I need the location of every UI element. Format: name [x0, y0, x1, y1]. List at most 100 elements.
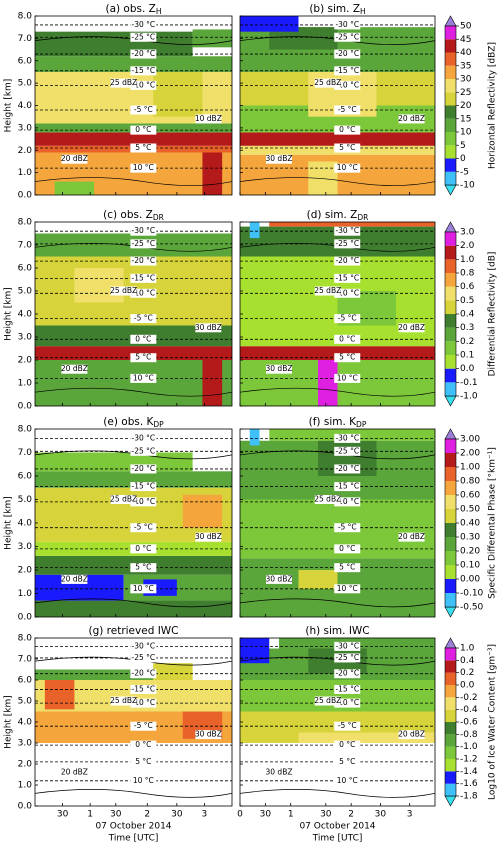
colorbar-tick-label: 3.0: [460, 228, 475, 238]
contour-label-bg: [110, 495, 137, 504]
contour-label: -10 °C: [132, 288, 156, 297]
panel-title: (g) retrieved IWC: [88, 625, 178, 637]
contour-label: -10 °C: [335, 288, 359, 297]
panel-title: (b) sim. ZH: [309, 3, 365, 16]
contour-label-bg: [266, 767, 292, 777]
contour-line: [34, 598, 233, 608]
contour-label-bg: [130, 641, 157, 651]
colorbar-tick-label: 30: [460, 75, 472, 85]
contour-label: -5 °C: [134, 523, 153, 532]
panel: -30 °C -25 °C -20 °C -15 °C -10 °C -5 °C 0 °C 5…: [34, 20, 233, 195]
contour-label: 20 dBZ: [61, 154, 88, 163]
panel-title-subscript: DR: [153, 213, 164, 222]
contour-label: 10 °C: [133, 776, 154, 785]
contour-label-bg: [130, 80, 157, 90]
colorbar-segment: [445, 39, 456, 53]
colorbar-tick-label: 35: [460, 61, 471, 71]
contour-label-bg: [61, 767, 88, 777]
colorbar-tick-label: -1.8: [460, 792, 478, 802]
contour-label-bg: [266, 574, 292, 584]
contour-label: 5 °C: [339, 143, 355, 152]
y-tick-label: 3.0: [18, 542, 33, 552]
contour-label: 5 °C: [339, 757, 355, 766]
contour-label-bg: [314, 495, 341, 504]
x-tick-label: 30: [375, 810, 387, 820]
field-region: [240, 132, 435, 146]
contour-label: 5 °C: [135, 757, 151, 766]
contour-label-bg: [130, 239, 157, 249]
panel-title: (f) sim. KDP: [309, 416, 367, 429]
colorbar-tick-label: 15: [460, 114, 471, 124]
panel-title-text: (c) obs. Z: [103, 209, 153, 221]
contour-label: -10 °C: [132, 698, 156, 707]
contour-label-bg: [130, 740, 157, 750]
y-tick-label: 1.0: [18, 168, 33, 178]
colorbar-segment: [445, 382, 456, 396]
contour-label: 20 dBZ: [398, 532, 425, 541]
contour-label-bg: [130, 446, 157, 456]
y-tick-label: 2.0: [18, 760, 33, 770]
contour-label: -10 °C: [335, 497, 359, 506]
contour-label-bg: [334, 497, 361, 507]
colorbar-segment: [445, 495, 456, 509]
contour-label: -30 °C: [132, 226, 156, 235]
contour-label: -20 °C: [335, 49, 359, 58]
panel-title-text: (b) sim. Z: [309, 3, 360, 15]
field-region: [74, 268, 124, 303]
y-tick-label: 7.0: [18, 34, 33, 44]
contour-label: -10 °C: [132, 80, 156, 89]
contour-label-bg: [130, 563, 157, 573]
colorbar-tick-label: 1.00: [460, 463, 480, 473]
contour-label-bg: [334, 446, 361, 456]
colorbar-segment: [445, 537, 456, 551]
x-tick-label: 30: [171, 810, 183, 820]
contour-label: -15 °C: [132, 482, 156, 491]
colorbar-segment: [445, 300, 456, 314]
contour-label: 20 dBZ: [61, 364, 88, 373]
colorbar-tick-label: -1.6: [460, 779, 478, 789]
contour-label: 20 dBZ: [398, 114, 425, 123]
contour-label: 20 dBZ: [61, 574, 88, 583]
colorbar-tick-label: 0.10: [460, 561, 480, 571]
y-tick-label: 8.0: [18, 12, 33, 22]
colorbar-tick-label: -5: [460, 167, 469, 177]
contour-label-bg: [130, 256, 157, 266]
colorbar-tick-label: 0.0: [460, 681, 475, 691]
contour-label-bg: [334, 239, 361, 249]
colorbar-segment: [445, 593, 456, 607]
contour-label-bg: [130, 523, 157, 533]
contour-label-bg: [130, 20, 157, 30]
contour-label: -5 °C: [134, 105, 153, 114]
panel-title: (a) obs. ZH: [105, 3, 161, 16]
colorbar-segment: [445, 509, 456, 523]
y-tick-label: 0.0: [18, 613, 33, 623]
contour-label: 10 °C: [133, 584, 154, 593]
colorbar-segment: [445, 579, 456, 593]
contour-label: 10 dBZ: [195, 114, 222, 123]
colorbar-segment: [445, 158, 456, 172]
x-axis-date: 07 October 2014: [95, 822, 171, 832]
contour-label: 25 dBZ: [314, 696, 341, 705]
contour-label-bg: [130, 105, 157, 115]
contour-label: 0 °C: [339, 125, 355, 134]
panel: -30 °C -25 °C -20 °C -15 °C -10 °C -5 °C 0 °C 5…: [34, 433, 233, 617]
panel-title: (c) obs. ZDR: [103, 209, 164, 222]
field-region: [35, 346, 232, 360]
contour-label-bg: [334, 684, 361, 694]
colorbar-tick-label: 0.20: [460, 547, 480, 557]
contour-label-bg: [130, 757, 157, 767]
colorbar-tick-label: 2.0: [460, 241, 475, 251]
contour-label: -25 °C: [335, 239, 359, 248]
contour-label-bg: [334, 353, 361, 363]
contour-label-bg: [334, 256, 361, 266]
contour-label: 30 dBZ: [195, 532, 222, 541]
contour-label-bg: [130, 684, 157, 694]
colorbar-segment: [445, 746, 456, 759]
field-region: [298, 732, 435, 743]
contour-label: 10 °C: [337, 163, 358, 172]
contour-label-bg: [314, 696, 341, 706]
colorbar-segment: [445, 734, 456, 747]
contour-line: [239, 789, 436, 798]
colorbar-segment: [445, 368, 456, 383]
contour-label-bg: [334, 464, 361, 474]
